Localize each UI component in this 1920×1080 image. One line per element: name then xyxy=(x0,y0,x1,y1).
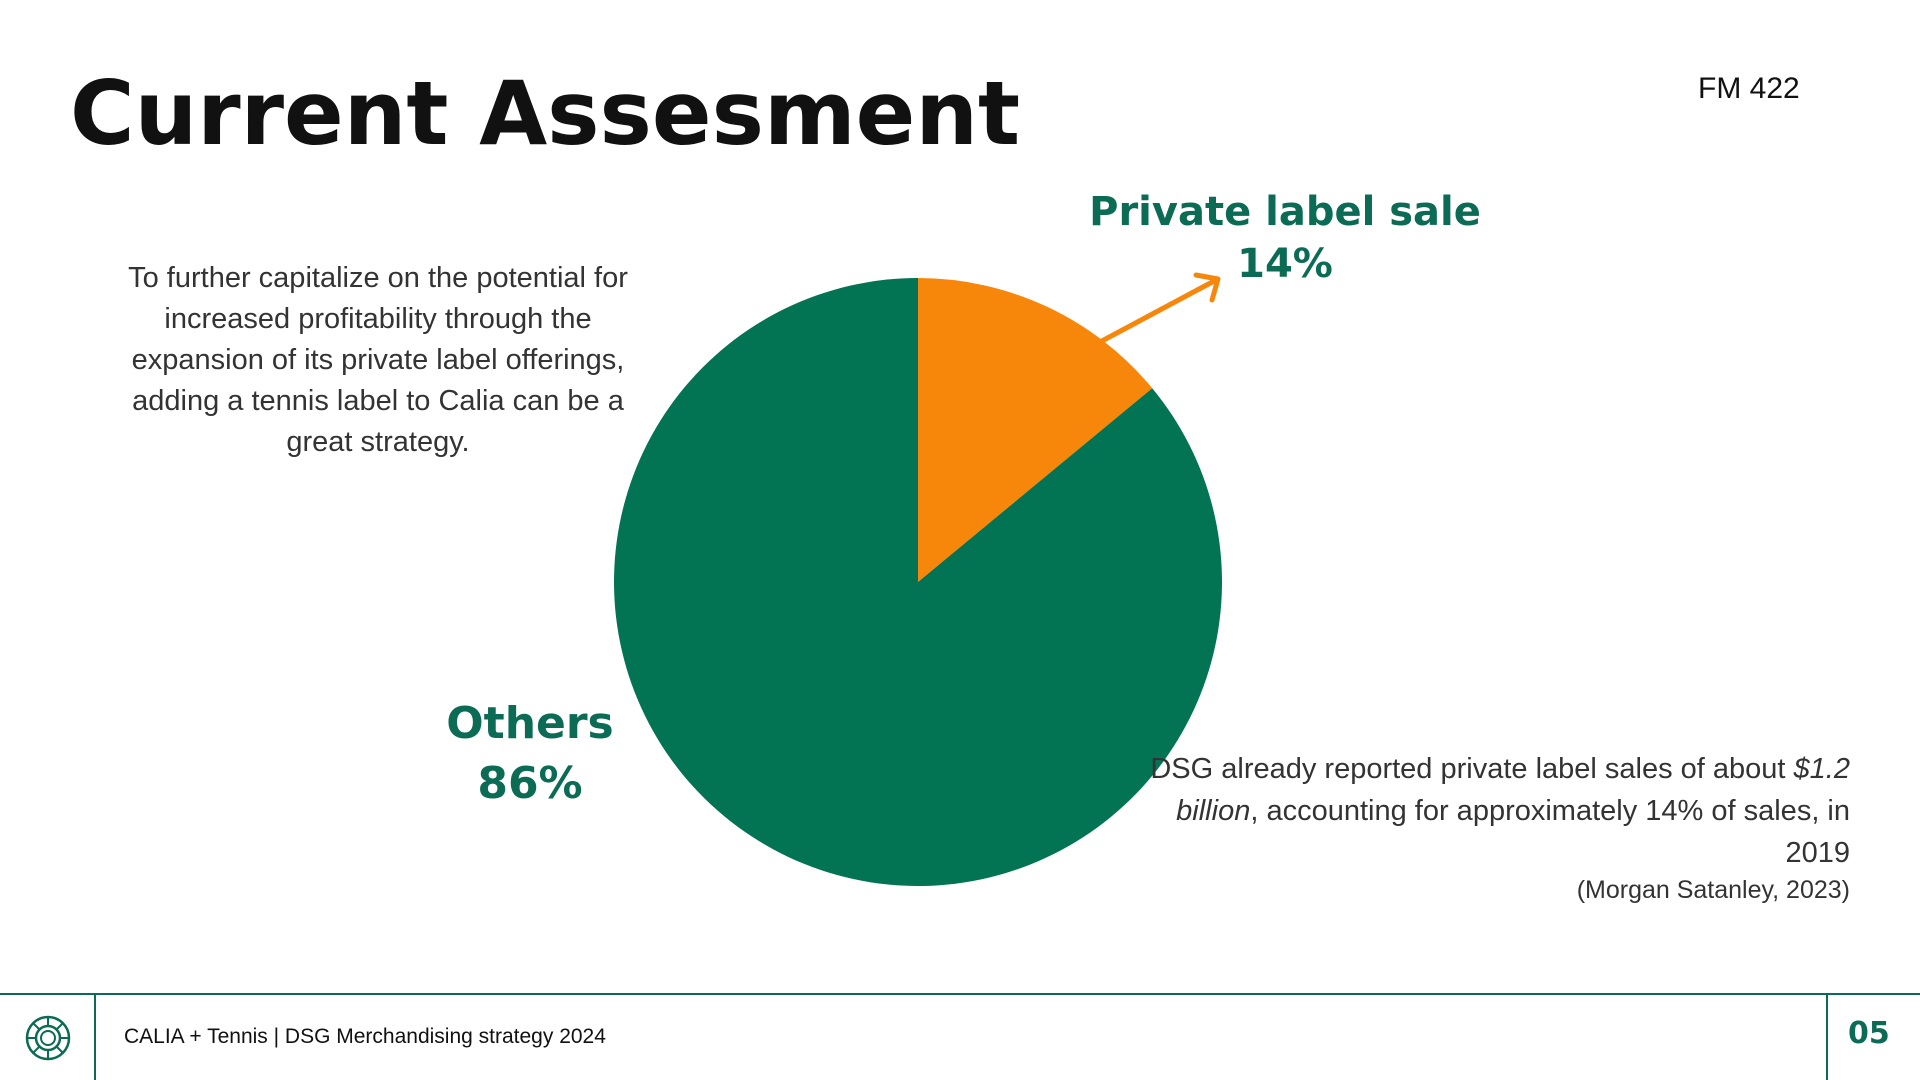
footer-separator-right xyxy=(1826,995,1828,1080)
page-number: 05 xyxy=(1848,1016,1890,1051)
slice-value-private: 14% xyxy=(1237,241,1333,287)
note-suffix: , accounting for approximately 14% of sa… xyxy=(1250,795,1850,869)
note-emphasis: $1.2 billion xyxy=(1176,753,1850,827)
page-title: Current Assesment xyxy=(70,62,1021,165)
footer-separator-left xyxy=(94,995,96,1080)
slice-category-others: Others xyxy=(446,698,614,749)
slice-label-private: Private label sale 14% xyxy=(1080,186,1490,290)
course-code: FM 422 xyxy=(1698,72,1800,105)
slice-category-private: Private label sale xyxy=(1089,189,1481,235)
sun-emblem-icon xyxy=(25,1015,71,1061)
note-prefix: DSG already reported private label sales… xyxy=(1150,753,1794,785)
intro-text: To further capitalize on the potential f… xyxy=(128,262,628,458)
pie-slice-others xyxy=(614,278,1222,886)
footer-text: CALIA + Tennis | DSG Merchandising strat… xyxy=(124,1025,606,1048)
pie-slice-private-label-sale xyxy=(918,278,1153,582)
slice-label-others: Others 86% xyxy=(420,694,640,814)
sales-note: DSG already reported private label sales… xyxy=(1130,748,1850,874)
footer-divider xyxy=(0,993,1920,995)
slice-value-others: 86% xyxy=(477,758,583,809)
citation: (Morgan Satanley, 2023) xyxy=(1576,876,1850,904)
callout-arrow xyxy=(1097,272,1221,345)
